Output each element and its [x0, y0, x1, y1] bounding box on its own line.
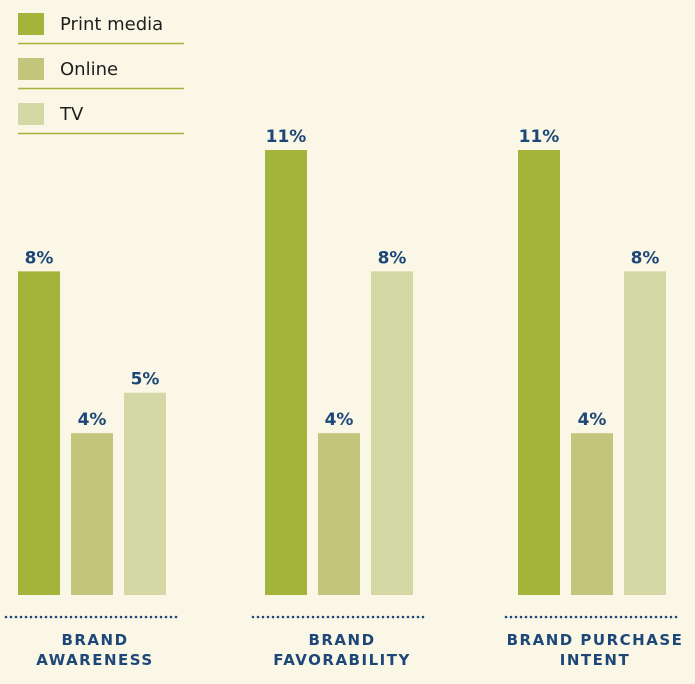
value-label-online-2: 4% — [325, 410, 354, 430]
bars — [18, 150, 666, 595]
bar-online-3 — [571, 433, 613, 595]
bar-print-media-1 — [18, 271, 60, 595]
legend-swatch-tv — [18, 103, 44, 125]
value-label-tv-2: 8% — [378, 248, 407, 268]
value-label-print-media-2: 11% — [266, 127, 307, 147]
bar-tv-1 — [124, 392, 166, 595]
category-labels: BRAND AWARENESS BRAND FAVORABILITY BRAND PUR… — [36, 631, 684, 669]
legend-swatch-print-media — [18, 13, 44, 35]
value-labels: 8% 4% 5% 11% 4% 8% 11% 4% 8% — [25, 127, 660, 430]
value-label-print-media-1: 8% — [25, 248, 54, 268]
bar-online-2 — [318, 433, 360, 595]
legend-label-tv: TV — [59, 104, 84, 125]
category-label-3-line-2: INTENT — [560, 651, 630, 669]
legend-swatch-online — [18, 58, 44, 80]
value-label-online-3: 4% — [578, 410, 607, 430]
bar-tv-2 — [371, 271, 413, 595]
value-label-print-media-3: 11% — [519, 127, 560, 147]
bar-print-media-3 — [518, 150, 560, 595]
category-label-3-line-1: BRAND PURCHASE — [507, 631, 684, 649]
legend-label-print-media: Print media — [60, 14, 163, 35]
category-label-2-line-1: BRAND — [308, 631, 375, 649]
value-label-tv-3: 8% — [631, 248, 660, 268]
category-label-1-line-1: BRAND — [61, 631, 128, 649]
category-label-1-line-2: AWARENESS — [36, 651, 153, 669]
legend-label-online: Online — [60, 59, 118, 80]
bar-online-1 — [71, 433, 113, 595]
legend: Print media Online TV — [18, 13, 184, 135]
value-label-tv-1: 5% — [131, 370, 160, 390]
bar-tv-3 — [624, 271, 666, 595]
bar-print-media-2 — [265, 150, 307, 595]
category-label-2-line-2: FAVORABILITY — [273, 651, 411, 669]
value-label-online-1: 4% — [78, 410, 107, 430]
